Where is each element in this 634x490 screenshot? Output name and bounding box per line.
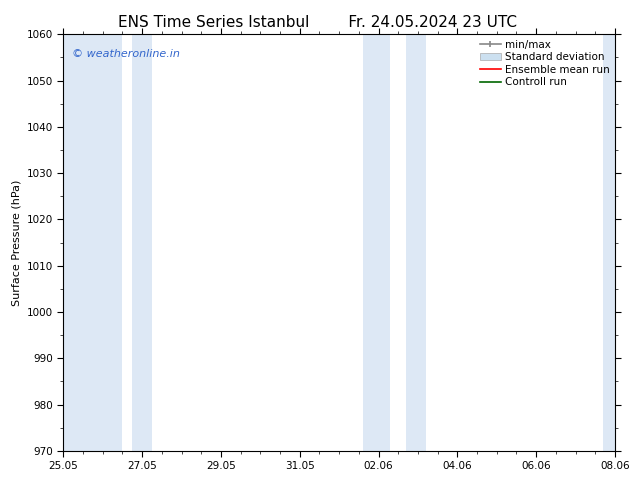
Bar (406, 34, 426, 451)
Text: ENS Time Series Istanbul        Fr. 24.05.2024 23 UTC: ENS Time Series Istanbul Fr. 24.05.2024 … (117, 15, 517, 30)
Y-axis label: Surface Pressure (hPa): Surface Pressure (hPa) (11, 179, 21, 306)
Legend: min/max, Standard deviation, Ensemble mean run, Controll run: min/max, Standard deviation, Ensemble me… (478, 37, 612, 89)
Bar (603, 34, 615, 451)
Bar (363, 34, 391, 451)
Text: © weatheronline.in: © weatheronline.in (72, 49, 179, 59)
Bar (133, 34, 152, 451)
Bar (63, 34, 122, 451)
